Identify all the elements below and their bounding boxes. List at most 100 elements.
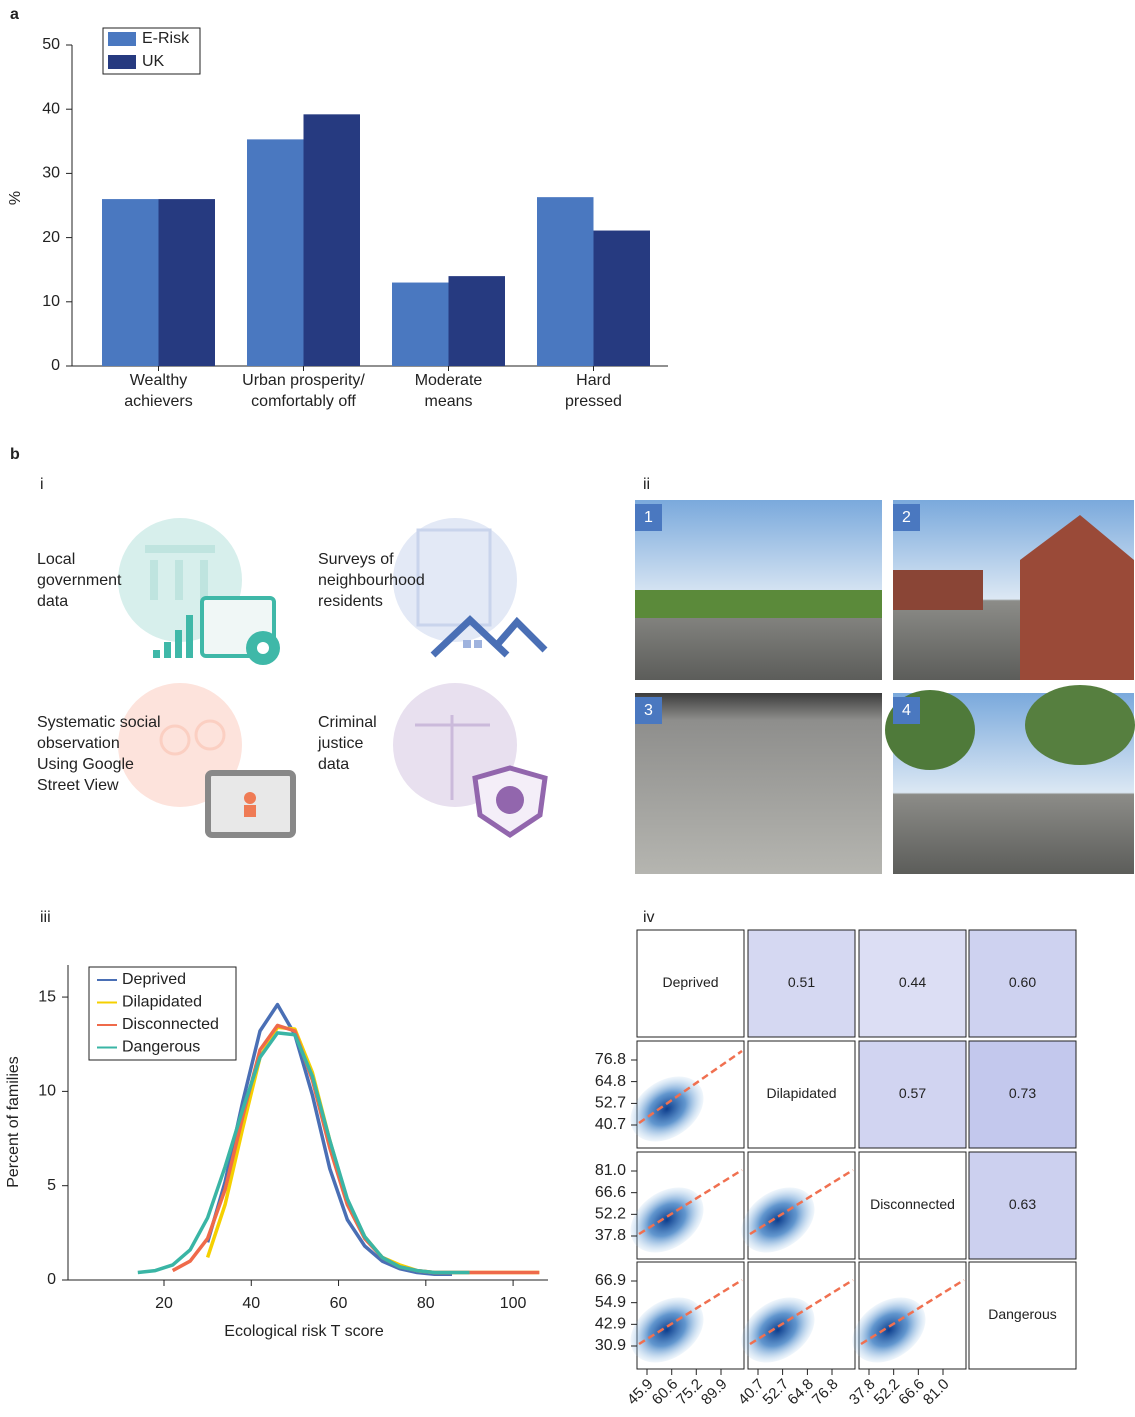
x-tick-label: pressed: [565, 393, 622, 410]
line: [137, 1031, 470, 1275]
correlation-cell: [858, 1040, 967, 1149]
source-label: neighbourhood: [318, 572, 425, 589]
panel-label: iv: [643, 909, 655, 926]
x-tick-label: Hard: [576, 372, 611, 389]
y-tick-label: 50: [42, 36, 60, 53]
legend-label: Deprived: [122, 971, 186, 988]
y-tick-label: 15: [38, 988, 56, 1005]
bar: [303, 114, 360, 366]
panel-label: i: [40, 476, 44, 493]
correlation-label: 0.44: [899, 974, 926, 990]
y-tick-label: 42.9: [595, 1316, 626, 1333]
correlation-label: 0.63: [1009, 1196, 1036, 1212]
panel-label: a: [10, 6, 19, 23]
y-tick-label: 66.6: [595, 1184, 626, 1201]
y-tick-label: 0: [47, 1271, 56, 1288]
density-cloud: [630, 1297, 704, 1363]
x-tick-label: achievers: [124, 393, 192, 410]
variable-label: Disconnected: [870, 1196, 955, 1212]
trend-line: [638, 1168, 743, 1236]
trend-line: [638, 1049, 743, 1125]
density-cloud: [852, 1297, 926, 1363]
y-tick-label: 40: [42, 100, 60, 117]
x-axis-label: Ecological risk T score: [224, 1323, 384, 1340]
photo: [885, 685, 1135, 874]
photo-number: 1: [644, 509, 653, 526]
bar: [537, 197, 594, 366]
source-label: Using Google: [37, 756, 134, 773]
icon-justice: [393, 683, 548, 839]
source-label: Criminal: [318, 714, 377, 731]
icon-street-view: [118, 683, 296, 838]
x-tick-label: 100: [500, 1295, 527, 1312]
trend-line: [749, 1278, 854, 1346]
photo-number: 3: [644, 702, 653, 719]
correlation-label: 0.73: [1009, 1085, 1036, 1101]
correlation-cell: [968, 929, 1077, 1038]
x-tick-label: Urban prosperity/: [242, 372, 365, 389]
x-tick-label: 60: [330, 1295, 348, 1312]
x-tick-label: 20: [155, 1295, 173, 1312]
x-tick-label: Wealthy: [130, 372, 188, 389]
bar: [247, 139, 304, 366]
density-cloud: [741, 1187, 815, 1253]
x-tick-label: comfortably off: [251, 393, 356, 410]
x-tick-label: 76.8: [809, 1376, 842, 1409]
x-tick-label: 89.9: [698, 1376, 731, 1409]
density-cloud: [630, 1076, 704, 1142]
matrix-cell: [636, 929, 745, 1038]
y-axis-label: %: [7, 191, 24, 205]
y-tick-label: 37.8: [595, 1227, 626, 1244]
icon-surveys: [393, 518, 548, 658]
y-tick-label: 30: [42, 165, 60, 182]
y-tick-label: 20: [42, 229, 60, 246]
correlation-label: 0.57: [899, 1085, 926, 1101]
legend-swatch: [108, 55, 136, 69]
source-label: data: [37, 593, 68, 610]
photo-number-box: [893, 697, 920, 724]
panel-label: ii: [643, 476, 650, 493]
y-tick-label: 5: [47, 1177, 56, 1194]
trend-line: [638, 1278, 743, 1346]
matrix-cell: [747, 1040, 856, 1149]
legend-box: [88, 966, 237, 1061]
icon-government: [118, 518, 280, 665]
density-cloud: [741, 1297, 815, 1363]
bar: [102, 199, 159, 366]
photo-number: 4: [902, 702, 911, 719]
source-label: residents: [318, 593, 383, 610]
y-tick-label: 52.2: [595, 1206, 626, 1223]
correlation-cell: [968, 1040, 1077, 1149]
x-tick-label: means: [424, 393, 472, 410]
source-label: Surveys of: [318, 551, 394, 568]
panel-label: iii: [40, 909, 51, 926]
x-tick-label: Moderate: [415, 372, 483, 389]
trend-line: [860, 1278, 965, 1346]
y-tick-label: 81.0: [595, 1162, 626, 1179]
photo: [635, 693, 882, 874]
y-tick-label: 40.7: [595, 1116, 626, 1133]
y-tick-label: 10: [38, 1083, 56, 1100]
density-cloud: [630, 1187, 704, 1253]
y-tick-label: 66.9: [595, 1272, 626, 1289]
source-label: Street View: [37, 777, 119, 794]
correlation-cell: [968, 1151, 1077, 1260]
x-tick-label: 40: [242, 1295, 260, 1312]
bar: [392, 282, 449, 366]
x-tick-label: 80: [417, 1295, 435, 1312]
y-tick-label: 0: [51, 357, 60, 374]
y-tick-label: 76.8: [595, 1051, 626, 1068]
legend-label: Disconnected: [122, 1016, 219, 1033]
source-label: justice: [317, 735, 363, 752]
trend-line: [749, 1168, 854, 1236]
photo: [893, 500, 1134, 680]
photo-number: 2: [902, 509, 911, 526]
photo: [635, 500, 882, 680]
correlation-label: 0.60: [1009, 974, 1036, 990]
y-tick-label: 30.9: [595, 1337, 626, 1354]
bar: [448, 276, 505, 366]
y-tick-label: 10: [42, 293, 60, 310]
source-label: observation: [37, 735, 120, 752]
